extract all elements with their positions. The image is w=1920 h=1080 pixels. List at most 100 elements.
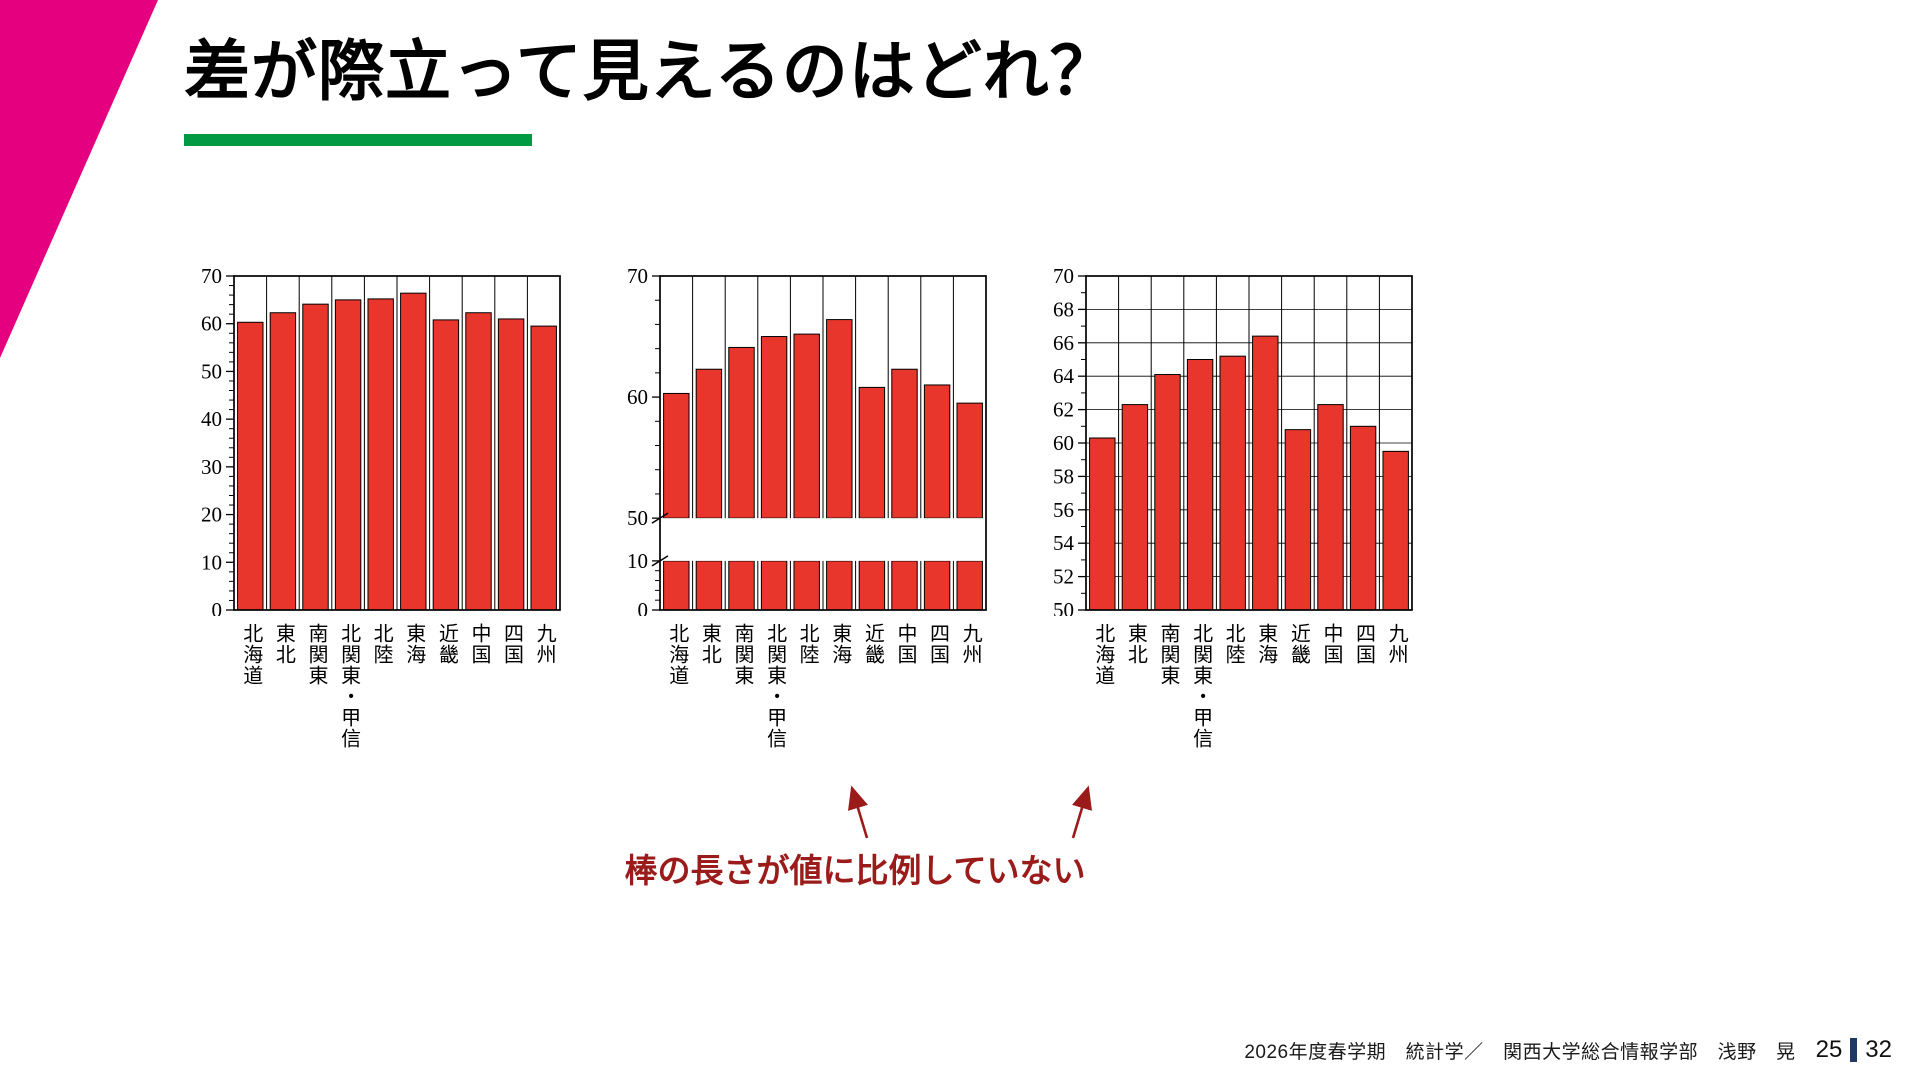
bar [530, 325, 557, 611]
charts-row: 0 10 20 30 40 50 60 70 北海道 東北 南関東 北関東・甲信 北陸 東海 近畿 中国 四国九… [188, 262, 1420, 803]
chart-full-axis: 0 10 20 30 40 50 60 70 北海道 東北 南関東 北関東・甲信 北陸 東海 近畿 中国 四国九… [188, 262, 568, 803]
category-label: 中国 [467, 623, 490, 665]
y-tick-label: 20 [201, 503, 222, 527]
category-label: 東海 [828, 623, 851, 665]
bar [1349, 425, 1377, 611]
y-tick-label: 68 [1053, 297, 1074, 321]
bar [1382, 450, 1409, 611]
category-label: 東北 [698, 623, 721, 665]
bar [728, 346, 755, 519]
bar [793, 560, 820, 611]
y-tick-label: 66 [1053, 331, 1074, 355]
category-label: 北関東・甲信 [337, 623, 360, 749]
bar [891, 368, 918, 519]
annotation-text: 棒の長さが値に比例していない [624, 852, 1086, 889]
slide-title: 差が際立って見えるのはどれ？ [184, 34, 1117, 108]
bar [1089, 437, 1116, 611]
y-tick-label: 58 [1053, 464, 1074, 488]
annotation-arrows [848, 785, 1092, 839]
footer-course-credit: 2026年度春学期 統計学／ 関西大学総合情報学部 浅野 晃 [1244, 1041, 1796, 1063]
bar [1284, 429, 1312, 611]
category-label: 北海道 [239, 623, 262, 686]
chart-broken-axis: 0 10 50 60 70 北海道 東北 南関東 北関東・甲信 北陸 東海 近畿 中国 四国 九州 [614, 262, 994, 803]
bar-chart-svg: 50 52 54 56 58 60 62 64 66 68 70 [1053, 264, 1413, 622]
category-label: 南関東 [1156, 623, 1179, 686]
y-tick-label: 70 [627, 264, 648, 288]
y-tick-label: 30 [201, 455, 222, 479]
pink-corner-decoration [0, 0, 158, 358]
bar [923, 384, 951, 519]
category-label: 北関東・甲信 [763, 623, 786, 749]
category-label: 東北 [272, 623, 295, 665]
y-tick-label: 60 [201, 312, 222, 336]
annotation-arrow-left [848, 785, 869, 839]
category-label: 四国 [500, 623, 523, 665]
y-tick-label: 52 [1053, 565, 1074, 589]
y-tick-label: 60 [627, 385, 648, 409]
category-label: 北陸 [1222, 623, 1245, 665]
page-indicator: 25 32 [1816, 1036, 1892, 1064]
bar [432, 319, 460, 611]
bar [269, 312, 297, 611]
y-tick-label: 62 [1053, 398, 1074, 422]
bar [956, 560, 983, 611]
title-underline [184, 134, 532, 146]
bar [695, 368, 723, 519]
category-label: 北関東・甲信 [1189, 623, 1212, 749]
y-tick-label: 10 [201, 550, 222, 574]
bar [497, 318, 525, 611]
annotation: 棒の長さが値に比例していない [555, 780, 1155, 892]
page-total: 32 [1865, 1036, 1892, 1063]
y-tick-label: 50 [201, 359, 222, 383]
bar [334, 299, 362, 611]
category-labels: 北海道 東北 南関東 北関東・甲信 北陸 東海 近畿 中国 四国 九州 [1086, 623, 1412, 803]
bar [858, 560, 886, 611]
bar-chart-svg: 0 10 20 30 40 50 60 70 [201, 264, 561, 622]
bar [760, 560, 788, 611]
bar [1252, 335, 1279, 611]
bar [1121, 404, 1149, 611]
y-tick-label: 0 [212, 598, 223, 616]
bar [728, 560, 755, 611]
y-tick-label: 56 [1053, 498, 1074, 522]
page-number: 25 [1815, 1036, 1843, 1063]
y-tick-label: 0 [638, 598, 649, 616]
bar [826, 319, 853, 519]
category-label: 北海道 [1091, 623, 1114, 686]
page-separator-bar [1850, 1038, 1858, 1062]
category-label: 北陸 [796, 623, 819, 665]
bar [302, 303, 329, 611]
category-labels: 北海道 東北 南関東 北関東・甲信 北陸 東海 近畿 中国 四国 九州 [660, 623, 986, 803]
bar [858, 386, 886, 519]
category-label: 近畿 [1287, 623, 1310, 665]
bar [1186, 359, 1214, 611]
bar [695, 560, 723, 611]
bar [1154, 374, 1181, 611]
category-label: 中国 [1319, 623, 1342, 665]
bar [663, 392, 690, 519]
annotation-arrow-right [1071, 785, 1092, 839]
y-tick-label: 64 [1053, 364, 1075, 388]
bar [1317, 404, 1344, 611]
y-tick-label: 50 [1053, 598, 1074, 616]
category-label: 東海 [402, 623, 425, 665]
y-tick-label: 70 [1053, 264, 1074, 288]
y-tick-label: 50 [627, 506, 648, 530]
category-label: 近畿 [861, 623, 884, 665]
category-label: 九州 [533, 623, 556, 665]
category-label: 南関東 [730, 623, 753, 686]
category-label: 近畿 [435, 623, 458, 665]
bar [1219, 355, 1246, 611]
category-label: 東北 [1124, 623, 1147, 665]
category-label: 四国 [1352, 623, 1375, 665]
bar [923, 560, 951, 611]
bar [891, 560, 918, 611]
y-tick-label: 54 [1053, 531, 1075, 555]
bar [956, 402, 983, 519]
y-tick-label: 70 [201, 264, 222, 288]
bar-chart-svg: 0 10 50 60 70 [627, 264, 987, 622]
category-label: 北海道 [665, 623, 688, 686]
bar [760, 336, 788, 519]
bar [367, 298, 394, 611]
category-label: 四国 [926, 623, 949, 665]
